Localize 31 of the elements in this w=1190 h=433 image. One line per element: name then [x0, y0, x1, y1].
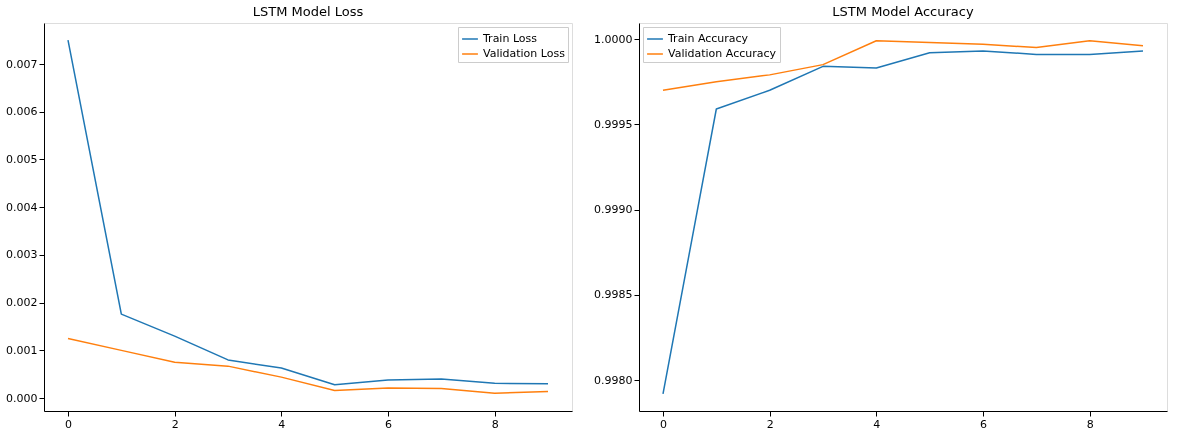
y-tick-label: 0.005: [6, 152, 38, 166]
y-tick-label: 0.9990: [594, 203, 633, 217]
y-tick-label: 0.004: [6, 200, 38, 214]
legend-label: Train Loss: [482, 32, 538, 45]
chart-title: LSTM Model Accuracy: [832, 4, 974, 19]
x-tick-label: 4: [278, 417, 286, 431]
line-series: [662, 50, 1144, 395]
x-tick-label: 0: [65, 417, 72, 431]
legend-label: Validation Loss: [483, 47, 566, 60]
x-tick-label: 6: [385, 417, 392, 431]
x-tick-label: 6: [980, 417, 987, 431]
x-tick-label: 8: [491, 417, 499, 431]
y-tick-label: 1.0000: [594, 32, 633, 46]
legend-label: Train Accuracy: [667, 32, 749, 45]
x-tick-label: 8: [1086, 417, 1094, 431]
y-tick-label: 0.000: [6, 391, 38, 405]
x-tick-label: 2: [171, 417, 179, 431]
chart-title: LSTM Model Loss: [252, 4, 364, 19]
y-tick-label: 0.007: [6, 57, 38, 71]
y-tick-label: 0.002: [6, 296, 38, 310]
y-tick-label: 0.9985: [594, 288, 633, 302]
line-series: [67, 337, 549, 395]
y-tick-label: 0.9980: [594, 373, 633, 387]
y-tick-label: 0.006: [6, 105, 38, 119]
y-tick-label: 0.9995: [594, 117, 633, 131]
x-tick-label: 0: [660, 417, 667, 431]
x-tick-label: 2: [766, 417, 774, 431]
y-tick-label: 0.003: [6, 248, 38, 262]
y-tick-label: 0.001: [6, 343, 38, 357]
x-tick-label: 4: [873, 417, 881, 431]
legend-label: Validation Accuracy: [668, 47, 777, 60]
